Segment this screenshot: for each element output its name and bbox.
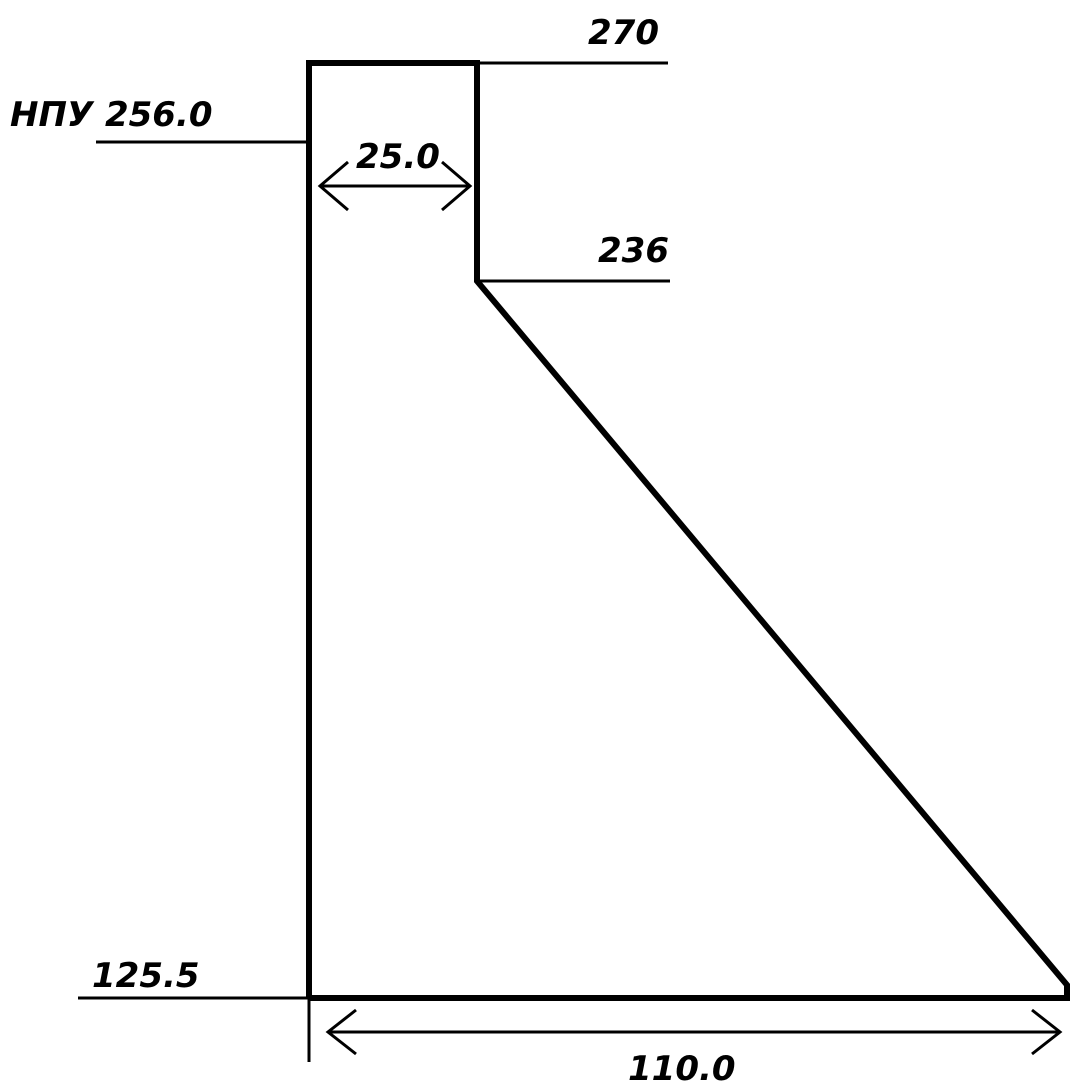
dimension-label: 25.0 [356, 137, 440, 177]
level-label: 125.5 [92, 956, 200, 996]
level-label: 236 [598, 231, 669, 271]
dimension-arrow [317, 160, 473, 212]
dam-profile [306, 60, 1070, 1001]
level-label: НПУ 256.0 [10, 95, 213, 135]
dimension-label: 110.0 [628, 1049, 736, 1083]
dimension-arrow [325, 1008, 1063, 1056]
level-label: 270 [588, 13, 659, 53]
